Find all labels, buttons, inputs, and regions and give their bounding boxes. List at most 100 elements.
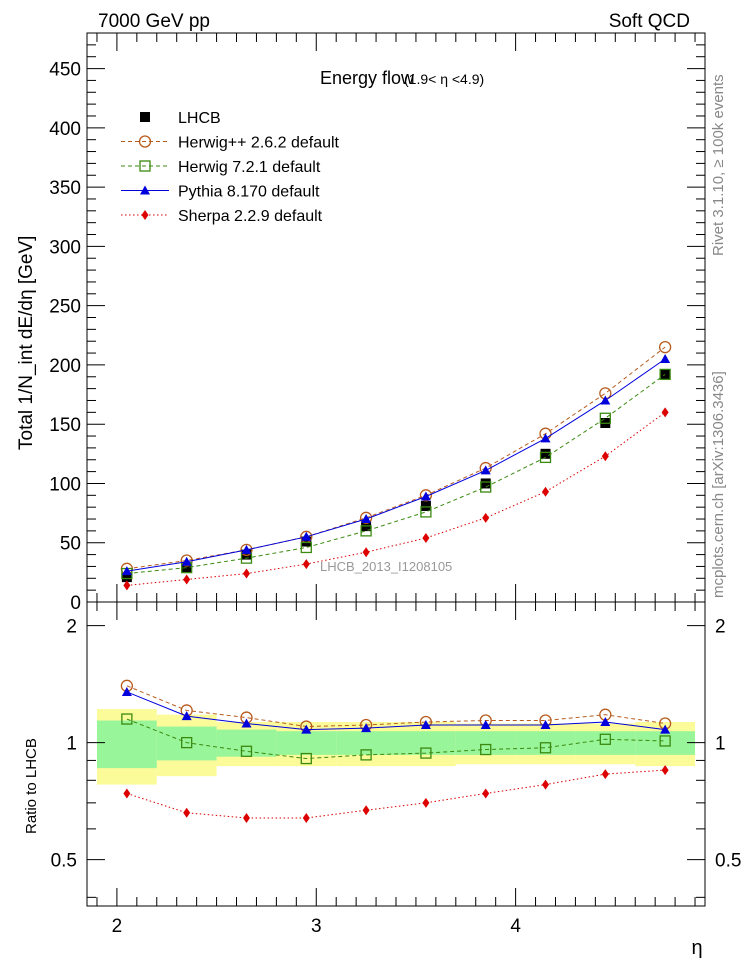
data-point-lhcb — [420, 500, 431, 511]
ratio-panel: 0.5 0.5 1 1 2 2 2 3 4 Ratio to LHCB — [23, 601, 741, 937]
chart-title-range: (1.9< η <4.9) — [404, 71, 484, 87]
data-point-pythia — [420, 491, 431, 501]
ratio-series-herwig7 — [121, 713, 671, 765]
main-y-tick-label: 200 — [49, 356, 81, 377]
data-point-lhcb — [301, 536, 312, 547]
ratio-point-pythia — [301, 724, 312, 734]
series-line-pythia — [126, 358, 666, 572]
data-point-pythia — [660, 353, 671, 363]
ratio-point-sherpa — [482, 788, 490, 799]
rivet-label: Rivet 3.1.10, ≥ 100k events — [710, 74, 727, 256]
ratio-y-tick-label-right: 0.5 — [715, 851, 741, 872]
ratio-point-herwig7 — [480, 743, 492, 756]
main-y-tick-label: 350 — [49, 178, 81, 199]
data-point-herwigpp — [419, 489, 433, 502]
inner-uncertainty-band — [396, 731, 456, 755]
data-point-herwigpp — [240, 543, 253, 556]
ratio-y-tick-label-right: 2 — [715, 617, 726, 638]
ratio-point-pythia — [241, 718, 252, 728]
ratio-point-sherpa — [542, 779, 550, 790]
main-y-axis-label: Total 1/N_int dE/dη [GeV] — [16, 236, 37, 450]
ratio-line-sherpa — [126, 769, 666, 819]
data-point-sherpa — [482, 512, 490, 523]
chart-title: Energy flow — [320, 68, 415, 88]
process-label: Soft QCD — [609, 11, 690, 32]
ratio-point-herwig7 — [121, 713, 133, 725]
data-point-pythia — [121, 566, 132, 576]
ratio-y-axis-label: Ratio to LHCB — [23, 738, 40, 834]
data-point-sherpa — [422, 532, 430, 543]
legend-label-sherpa: Sherpa 2.2.9 default — [178, 208, 323, 225]
data-point-pythia — [540, 433, 551, 443]
main-series — [120, 340, 672, 591]
main-axis-ticks: 0 50 100 150 200 250 300 350 400 450 — [49, 33, 705, 614]
data-point-herwig7 — [599, 412, 611, 424]
ratio-series-pythia — [121, 686, 671, 734]
ratio-y-tick-label: 1 — [66, 734, 77, 755]
legend-marker-herwig7 — [139, 160, 151, 172]
main-y-tick-label: 250 — [49, 297, 81, 318]
data-point-sherpa — [362, 547, 370, 558]
main-y-tick-label: 300 — [49, 237, 81, 258]
data-point-pythia — [241, 544, 252, 554]
ratio-y-tick-label: 0.5 — [51, 851, 77, 872]
data-point-lhcb — [121, 572, 132, 583]
ratio-y-tick-label-right: 1 — [715, 734, 726, 755]
collision-energy-label: 7000 GeV pp — [98, 11, 210, 32]
ratio-point-herwig7 — [420, 747, 432, 759]
ratio-point-sherpa — [661, 765, 669, 776]
ratio-point-pythia — [420, 720, 431, 730]
data-point-herwig7 — [420, 506, 432, 518]
inner-uncertainty-band — [575, 731, 636, 755]
inner-uncertainty-band — [635, 731, 696, 755]
data-point-sherpa — [661, 407, 669, 418]
data-point-pythia — [480, 465, 491, 475]
x-tick-label: 2 — [112, 916, 123, 937]
main-y-tick-label: 100 — [49, 474, 81, 495]
inner-uncertainty-band — [276, 731, 337, 755]
data-point-sherpa — [242, 568, 250, 579]
data-point-lhcb — [241, 549, 252, 560]
legend-entry-herwig7: Herwig 7.2.1 default — [121, 159, 321, 176]
data-point-pythia — [181, 556, 192, 566]
ratio-point-sherpa — [362, 805, 370, 816]
legend-marker-pythia — [140, 185, 150, 195]
legend-label-lhcb: LHCB — [178, 110, 221, 127]
data-point-sherpa — [183, 574, 191, 585]
data-point-lhcb — [480, 478, 491, 489]
series-sherpa — [123, 407, 669, 591]
data-point-pythia — [301, 531, 312, 541]
x-tick-label: 4 — [510, 916, 521, 937]
uncertainty-bands — [96, 709, 696, 785]
x-axis-label: η — [691, 937, 702, 959]
ratio-point-herwig7 — [240, 745, 253, 757]
series-line-herwig7 — [126, 373, 666, 575]
ratio-point-pythia — [181, 711, 192, 721]
legend-label-herwigpp: Herwig++ 2.6.2 default — [178, 135, 340, 152]
series-lhcb — [121, 369, 671, 583]
data-point-sherpa — [542, 486, 550, 497]
ratio-point-herwig7 — [300, 752, 312, 765]
ratio-point-herwig7 — [181, 736, 193, 749]
ratio-point-sherpa — [302, 812, 310, 823]
inner-uncertainty-band — [216, 729, 277, 757]
ratio-line-pythia — [126, 691, 666, 731]
ratio-point-pythia — [660, 724, 671, 734]
legend-entry-herwigpp: Herwig++ 2.6.2 default — [121, 135, 340, 152]
data-point-lhcb — [540, 448, 551, 459]
data-point-pythia — [600, 395, 611, 405]
main-y-tick-label: 50 — [60, 534, 81, 555]
series-line-sherpa — [126, 411, 666, 586]
data-point-herwig7 — [480, 481, 492, 493]
legend-marker-herwigpp — [138, 135, 152, 148]
ratio-axis-ticks: 0.5 0.5 1 1 2 2 2 3 4 — [51, 602, 741, 937]
data-point-sherpa — [123, 580, 131, 591]
main-y-tick-label: 0 — [70, 593, 81, 614]
inner-uncertainty-band — [455, 731, 516, 755]
ratio-y-tick-label: 2 — [66, 617, 77, 638]
ratio-point-pythia — [540, 720, 551, 730]
legend-label-pythia: Pythia 8.170 default — [178, 184, 320, 201]
ratio-point-herwig7 — [360, 749, 372, 761]
